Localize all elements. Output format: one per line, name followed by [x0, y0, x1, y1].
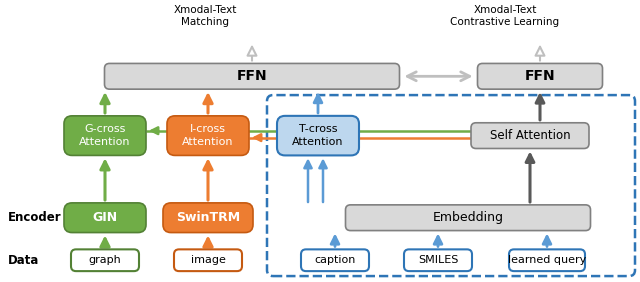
FancyBboxPatch shape: [64, 116, 146, 155]
Text: Data: Data: [8, 254, 40, 267]
Text: SMILES: SMILES: [418, 255, 458, 265]
Text: Xmodal-Text
Contrastive Learning: Xmodal-Text Contrastive Learning: [451, 5, 559, 27]
FancyBboxPatch shape: [509, 249, 585, 271]
FancyBboxPatch shape: [477, 63, 602, 89]
FancyBboxPatch shape: [71, 249, 139, 271]
Text: Xmodal-Text
Matching: Xmodal-Text Matching: [173, 5, 237, 27]
Text: FFN: FFN: [525, 69, 556, 83]
FancyBboxPatch shape: [167, 116, 249, 155]
Text: SwinTRM: SwinTRM: [176, 211, 240, 224]
Text: I-cross
Attention: I-cross Attention: [182, 124, 234, 147]
Text: image: image: [191, 255, 225, 265]
Text: FFN: FFN: [237, 69, 268, 83]
Text: Encoder: Encoder: [8, 211, 61, 224]
Text: G-cross
Attention: G-cross Attention: [79, 124, 131, 147]
FancyBboxPatch shape: [64, 203, 146, 233]
FancyBboxPatch shape: [404, 249, 472, 271]
FancyBboxPatch shape: [471, 123, 589, 149]
Text: caption: caption: [314, 255, 356, 265]
Text: GIN: GIN: [92, 211, 118, 224]
Text: T-cross
Attention: T-cross Attention: [292, 124, 344, 147]
FancyBboxPatch shape: [163, 203, 253, 233]
FancyBboxPatch shape: [174, 249, 242, 271]
Text: Embedding: Embedding: [433, 211, 504, 224]
Text: learned query: learned query: [508, 255, 586, 265]
FancyBboxPatch shape: [104, 63, 399, 89]
FancyBboxPatch shape: [346, 205, 591, 231]
FancyBboxPatch shape: [277, 116, 359, 155]
Text: graph: graph: [88, 255, 122, 265]
FancyBboxPatch shape: [301, 249, 369, 271]
Text: Self Attention: Self Attention: [490, 129, 570, 142]
